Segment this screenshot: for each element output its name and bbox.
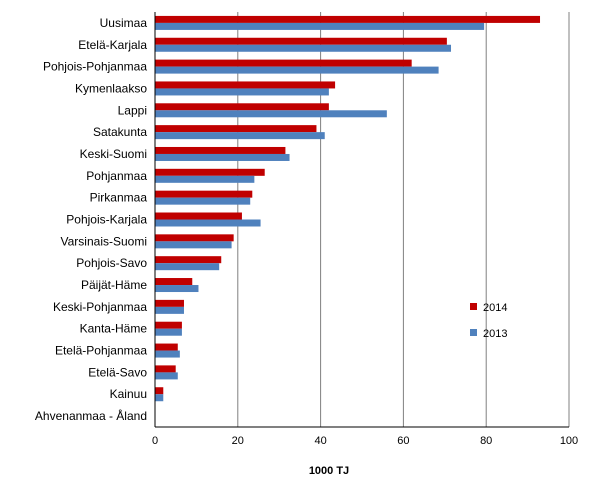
bar-2014 [155, 59, 412, 67]
bar-2014 [155, 81, 336, 89]
category-label: Varsinais-Suomi [61, 234, 147, 248]
category-label: Kanta-Häme [80, 322, 148, 336]
bar-2014 [155, 343, 178, 351]
category-label: Päijät-Häme [81, 278, 147, 292]
bar-2013 [155, 306, 184, 314]
bar-2013 [155, 241, 232, 249]
category-label: Pohjois-Savo [76, 256, 147, 270]
bar-2013 [155, 22, 485, 30]
category-label: Uusimaa [100, 16, 148, 30]
bar-2014 [155, 387, 164, 395]
bar-2013 [155, 219, 261, 227]
bar-2013 [155, 153, 290, 161]
bar-2014 [155, 256, 222, 264]
legend-label: 2013 [483, 328, 507, 340]
bar-2014 [155, 299, 184, 307]
bar-2014 [155, 15, 541, 23]
bar-2014 [155, 321, 182, 329]
legend-swatch [470, 329, 477, 336]
category-label: Keski-Pohjanmaa [53, 300, 147, 314]
legend-swatch [470, 303, 477, 310]
bar-2014 [155, 103, 329, 111]
legend-label: 2014 [483, 302, 507, 314]
x-axis-title: 1000 TJ [309, 465, 349, 477]
bar-2014 [155, 212, 242, 220]
bar-2013 [155, 372, 178, 380]
x-tick-label: 100 [560, 435, 578, 447]
bar-2013 [155, 44, 452, 52]
category-label: Kainuu [110, 387, 147, 401]
category-label: Lappi [118, 103, 147, 117]
category-label: Etelä-Pohjanmaa [55, 344, 147, 358]
bar-2014 [155, 278, 193, 286]
bar-2013 [155, 328, 182, 336]
category-label: Pirkanmaa [90, 191, 148, 205]
bar-2013 [155, 350, 180, 358]
category-label: Kymenlaakso [75, 81, 147, 95]
category-label: Pohjanmaa [86, 169, 147, 183]
bar-2014 [155, 146, 286, 154]
x-tick-label: 40 [314, 435, 326, 447]
x-tick-label: 80 [480, 435, 492, 447]
bar-2014 [155, 37, 447, 45]
category-label: Etelä-Savo [88, 365, 147, 379]
bar-2014 [155, 168, 265, 176]
bar-2013 [155, 263, 220, 271]
category-labels: Uusimaa Etelä-Karjala Pohjois-Pohjanmaa Kym… [35, 16, 147, 423]
bar-2013 [155, 132, 325, 140]
category-label: Satakunta [93, 125, 147, 139]
bar-2014 [155, 234, 234, 242]
x-tick-labels: 0 20 40 60 80 100 [152, 435, 578, 447]
category-label: Pohjois-Karjala [66, 213, 147, 227]
bar-2014 [155, 125, 317, 133]
bar-marks [155, 15, 541, 402]
category-label: Keski-Suomi [80, 147, 147, 161]
bar-2013 [155, 394, 164, 402]
bar-2013 [155, 285, 199, 293]
x-tick-label: 0 [152, 435, 158, 447]
bar-2014 [155, 190, 253, 198]
bar-2014 [155, 365, 176, 373]
bar-2013 [155, 175, 255, 183]
bar-2013 [155, 197, 251, 205]
bar-2013 [155, 110, 387, 118]
x-tick-label: 60 [397, 435, 409, 447]
category-label: Ahvenanmaa - Åland [35, 408, 147, 423]
category-label: Etelä-Karjala [78, 38, 147, 52]
gridlines [237, 12, 570, 427]
legend: 2014 2013 [470, 302, 507, 340]
x-tick-label: 20 [232, 435, 244, 447]
bar-2013 [155, 88, 329, 96]
category-label: Pohjois-Pohjanmaa [43, 60, 147, 74]
bar-2013 [155, 66, 439, 74]
